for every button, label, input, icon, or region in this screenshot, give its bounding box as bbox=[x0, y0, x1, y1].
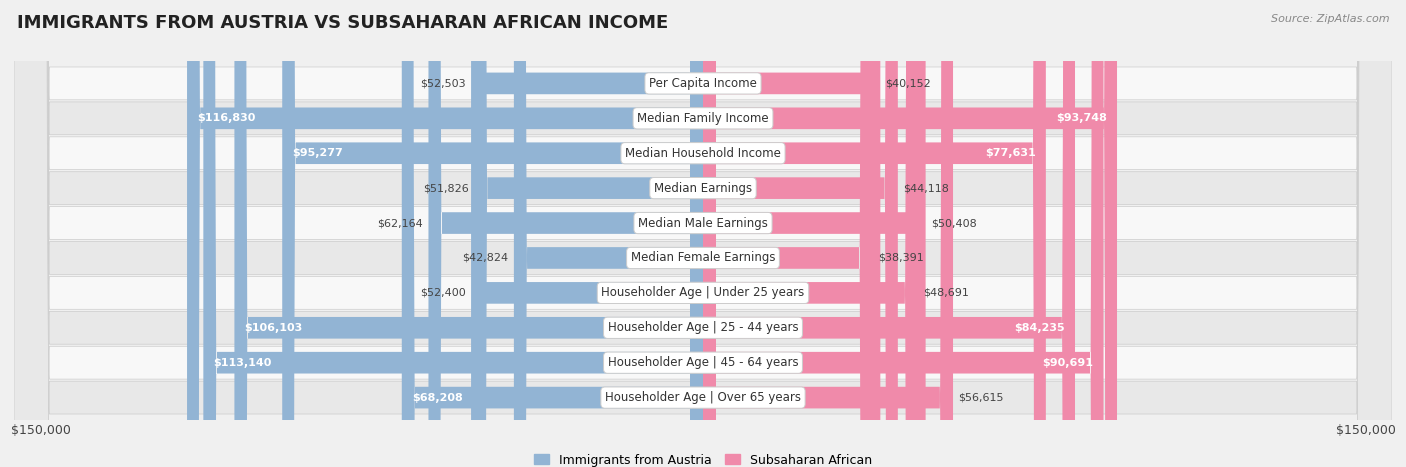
FancyBboxPatch shape bbox=[14, 0, 1392, 467]
FancyBboxPatch shape bbox=[703, 0, 1104, 467]
FancyBboxPatch shape bbox=[703, 0, 918, 467]
FancyBboxPatch shape bbox=[235, 0, 703, 467]
Text: $77,631: $77,631 bbox=[986, 148, 1036, 158]
Text: Per Capita Income: Per Capita Income bbox=[650, 77, 756, 90]
FancyBboxPatch shape bbox=[14, 0, 1392, 467]
FancyBboxPatch shape bbox=[14, 0, 1392, 467]
Text: IMMIGRANTS FROM AUSTRIA VS SUBSAHARAN AFRICAN INCOME: IMMIGRANTS FROM AUSTRIA VS SUBSAHARAN AF… bbox=[17, 14, 668, 32]
Text: Median Household Income: Median Household Income bbox=[626, 147, 780, 160]
FancyBboxPatch shape bbox=[703, 0, 873, 467]
FancyBboxPatch shape bbox=[204, 0, 703, 467]
FancyBboxPatch shape bbox=[703, 0, 880, 467]
FancyBboxPatch shape bbox=[703, 0, 925, 467]
Text: $51,826: $51,826 bbox=[423, 183, 468, 193]
FancyBboxPatch shape bbox=[14, 0, 1392, 467]
Text: Median Family Income: Median Family Income bbox=[637, 112, 769, 125]
Text: $116,830: $116,830 bbox=[197, 113, 256, 123]
FancyBboxPatch shape bbox=[14, 0, 1392, 467]
FancyBboxPatch shape bbox=[283, 0, 703, 467]
FancyBboxPatch shape bbox=[703, 0, 953, 467]
Legend: Immigrants from Austria, Subsaharan African: Immigrants from Austria, Subsaharan Afri… bbox=[529, 449, 877, 467]
FancyBboxPatch shape bbox=[513, 0, 703, 467]
Text: $95,277: $95,277 bbox=[292, 148, 343, 158]
Text: Median Male Earnings: Median Male Earnings bbox=[638, 217, 768, 230]
FancyBboxPatch shape bbox=[471, 0, 703, 467]
Text: $48,691: $48,691 bbox=[924, 288, 969, 298]
Text: $50,408: $50,408 bbox=[931, 218, 977, 228]
Text: $68,208: $68,208 bbox=[412, 393, 463, 403]
Text: $52,503: $52,503 bbox=[420, 78, 465, 88]
Text: $52,400: $52,400 bbox=[420, 288, 467, 298]
Text: $56,615: $56,615 bbox=[959, 393, 1004, 403]
FancyBboxPatch shape bbox=[14, 0, 1392, 467]
Text: Householder Age | 25 - 44 years: Householder Age | 25 - 44 years bbox=[607, 321, 799, 334]
FancyBboxPatch shape bbox=[429, 0, 703, 467]
FancyBboxPatch shape bbox=[14, 0, 1392, 467]
Text: Source: ZipAtlas.com: Source: ZipAtlas.com bbox=[1271, 14, 1389, 24]
Text: $40,152: $40,152 bbox=[886, 78, 931, 88]
FancyBboxPatch shape bbox=[703, 0, 1076, 467]
FancyBboxPatch shape bbox=[187, 0, 703, 467]
Text: $84,235: $84,235 bbox=[1015, 323, 1066, 333]
FancyBboxPatch shape bbox=[703, 0, 1046, 467]
FancyBboxPatch shape bbox=[474, 0, 703, 467]
Text: $90,691: $90,691 bbox=[1043, 358, 1094, 368]
Text: $106,103: $106,103 bbox=[245, 323, 302, 333]
Text: $113,140: $113,140 bbox=[214, 358, 271, 368]
Text: Householder Age | Over 65 years: Householder Age | Over 65 years bbox=[605, 391, 801, 404]
FancyBboxPatch shape bbox=[14, 0, 1392, 467]
Text: Householder Age | Under 25 years: Householder Age | Under 25 years bbox=[602, 286, 804, 299]
Text: $38,391: $38,391 bbox=[877, 253, 924, 263]
Text: Householder Age | 45 - 64 years: Householder Age | 45 - 64 years bbox=[607, 356, 799, 369]
Text: Median Female Earnings: Median Female Earnings bbox=[631, 251, 775, 264]
FancyBboxPatch shape bbox=[703, 0, 898, 467]
Text: $62,164: $62,164 bbox=[377, 218, 423, 228]
FancyBboxPatch shape bbox=[14, 0, 1392, 467]
Text: $42,824: $42,824 bbox=[463, 253, 509, 263]
Text: $44,118: $44,118 bbox=[903, 183, 949, 193]
Text: Median Earnings: Median Earnings bbox=[654, 182, 752, 195]
Text: $93,748: $93,748 bbox=[1056, 113, 1107, 123]
FancyBboxPatch shape bbox=[703, 0, 1116, 467]
FancyBboxPatch shape bbox=[471, 0, 703, 467]
FancyBboxPatch shape bbox=[402, 0, 703, 467]
FancyBboxPatch shape bbox=[14, 0, 1392, 467]
